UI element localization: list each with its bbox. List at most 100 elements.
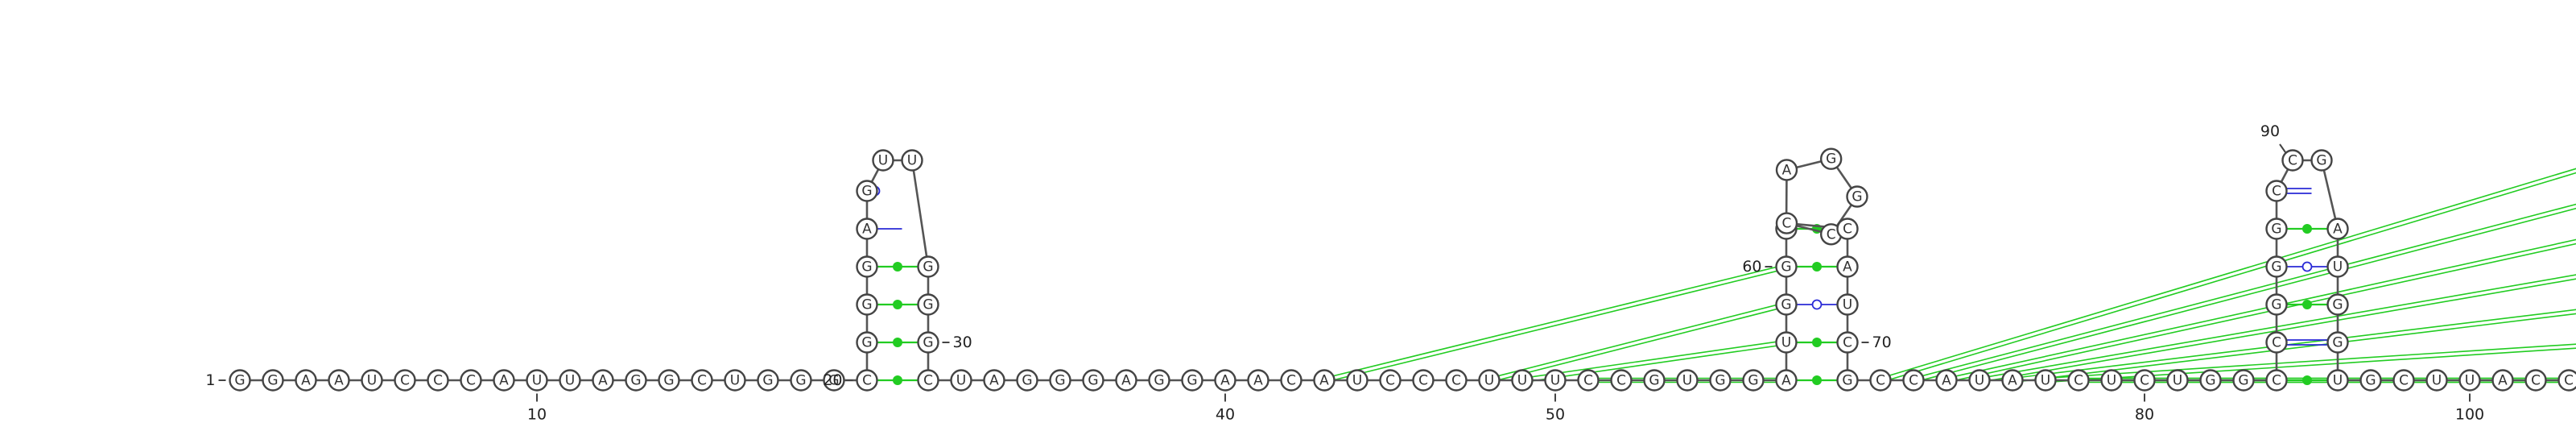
- nucleotide-67: C: [1836, 218, 1859, 240]
- nucleotide-letter-80: C: [2140, 373, 2149, 389]
- nucleotide-73: C: [1902, 369, 1925, 392]
- nucleotide-9: A: [493, 369, 515, 392]
- nucleotide-103: C: [2557, 369, 2576, 392]
- nucleotide-circle-89: [2265, 180, 2288, 202]
- nucleotide-circle-36: [1082, 369, 1104, 392]
- nucleotide-letter-18: G: [795, 373, 806, 389]
- nucleotide-18: G: [790, 369, 812, 392]
- nucleotide-76: A: [2001, 369, 2024, 392]
- number-label-60: 60: [1742, 258, 1761, 276]
- nucleotide-letter-90: C: [2288, 153, 2297, 169]
- nucleotide-circle-9: [493, 369, 515, 392]
- nucleotide-letter-87: G: [2271, 259, 2281, 276]
- nucleotide-96: U: [2326, 369, 2349, 392]
- nucleotide-45: C: [1379, 369, 1402, 392]
- nucleotide-7: C: [427, 369, 449, 392]
- pseudoknot-line-4: [1880, 172, 2576, 383]
- position-number-20: 20: [823, 371, 853, 389]
- nucleotide-59: G: [1775, 293, 1798, 316]
- number-label-1: 1: [205, 371, 215, 389]
- nucleotide-letter-45: C: [1385, 373, 1395, 389]
- nucleotide-circle-68: [1836, 255, 1859, 278]
- nucleotide-letter-32: U: [956, 373, 966, 389]
- nucleotide-letter-9: A: [499, 373, 509, 389]
- nucleotide-letter-8: C: [466, 373, 476, 389]
- nucleotide-circle-69: [1836, 293, 1859, 316]
- nucleotide-circle-88: [2265, 218, 2288, 240]
- nucleotide-circle-95: [2326, 331, 2349, 354]
- nucleotide-62: A: [1775, 159, 1798, 181]
- nucleotide-letter-23: G: [861, 259, 872, 276]
- nucleotide-circle-52: [1610, 369, 1633, 392]
- nucleotide-letter-70: C: [1843, 335, 1852, 351]
- nucleotide-circle-49: [1511, 369, 1534, 392]
- nucleotide-letter-76: A: [2008, 373, 2017, 389]
- noncanonical-pair-marker-15: [2302, 224, 2312, 234]
- pseudoknot-line-4: [1880, 168, 2576, 379]
- nucleotide-54: U: [1676, 369, 1699, 392]
- nucleotide-letter-47: C: [1451, 373, 1461, 389]
- nucleotide-letter-49: U: [1517, 373, 1527, 389]
- nucleotide-circle-71: [1836, 369, 1859, 392]
- nucleotide-circle-59: [1775, 293, 1798, 316]
- nucleotide-12: A: [592, 369, 614, 392]
- noncanonical-pair-marker-7: [1812, 338, 1822, 347]
- nucleotide-circle-53: [1643, 369, 1666, 392]
- nucleotide-letter-5: U: [367, 373, 377, 389]
- number-label-90: 90: [2260, 122, 2280, 140]
- nucleotide-letter-103: C: [2564, 373, 2574, 389]
- number-label-100: 100: [2455, 406, 2484, 424]
- nucleotide-circle-35: [1049, 369, 1071, 392]
- nucleotide-letter-43: A: [1319, 373, 1329, 389]
- nucleotide-circle-16: [724, 369, 746, 392]
- pseudoknot-line-5: [1913, 203, 2576, 379]
- nucleotide-letter-78: C: [2074, 373, 2083, 389]
- nucleotide-42: C: [1280, 369, 1302, 392]
- nucleotide-24: A: [856, 218, 878, 240]
- nucleotide-circle-81: [2166, 369, 2189, 392]
- number-label-50: 50: [1546, 406, 1565, 424]
- nucleotide-circle-21: [856, 331, 878, 354]
- nucleotide-letter-74: A: [1942, 373, 1951, 389]
- nucleotide-63: G: [1819, 147, 1843, 170]
- nucleotide-letter-71: G: [1842, 373, 1852, 389]
- nucleotide-circle-92: [2326, 218, 2349, 240]
- nucleotide-28: G: [917, 255, 939, 278]
- nucleotide-letter-59: G: [1781, 297, 1791, 313]
- nucleotide-letter-6: C: [400, 373, 410, 389]
- nucleotide-98: C: [2392, 369, 2415, 392]
- nucleotide-69: U: [1836, 293, 1859, 316]
- nucleotide-letter-19: G: [828, 373, 839, 389]
- nucleotide-circle-38: [1148, 369, 1170, 392]
- nucleotide-circle-60: [1775, 255, 1798, 278]
- nucleotide-56: G: [1742, 369, 1765, 392]
- nucleotide-5: U: [361, 369, 383, 392]
- number-label-30: 30: [953, 334, 972, 351]
- nucleotide-letter-22: G: [861, 297, 872, 313]
- nucleotide-circle-8: [460, 369, 482, 392]
- nucleotide-letter-94: G: [2332, 297, 2343, 313]
- nucleotide-22: G: [856, 293, 878, 316]
- noncanonical-pair-marker-6: [1812, 375, 1822, 385]
- nucleotide-letter-4: A: [334, 373, 344, 389]
- nucleotide-circle-77: [2034, 369, 2057, 392]
- nucleotide-circle-31: [917, 369, 939, 392]
- nucleotide-circle-98: [2392, 369, 2415, 392]
- nucleotide-letter-64: G: [1852, 189, 1862, 205]
- nucleotide-circle-11: [559, 369, 581, 392]
- pseudoknot-line-0: [1324, 267, 1787, 383]
- nucleotide-letter-26: U: [878, 153, 888, 169]
- nucleotide-46: C: [1412, 369, 1435, 392]
- nucleotide-letter-34: G: [1022, 373, 1032, 389]
- position-number-100: 100: [2455, 393, 2484, 424]
- nucleotide-circle-2: [262, 369, 284, 392]
- nucleotide-89: C: [2265, 180, 2288, 202]
- nucleotide-letter-38: G: [1154, 373, 1164, 389]
- nucleotide-circle-87: [2265, 255, 2288, 278]
- nucleotide-letter-69: U: [1843, 297, 1852, 313]
- nucleotide-16: U: [724, 369, 746, 392]
- nucleotide-circle-37: [1115, 369, 1137, 392]
- nucleotide-letter-88: G: [2271, 222, 2281, 238]
- nucleotide-letter-102: C: [2531, 373, 2541, 389]
